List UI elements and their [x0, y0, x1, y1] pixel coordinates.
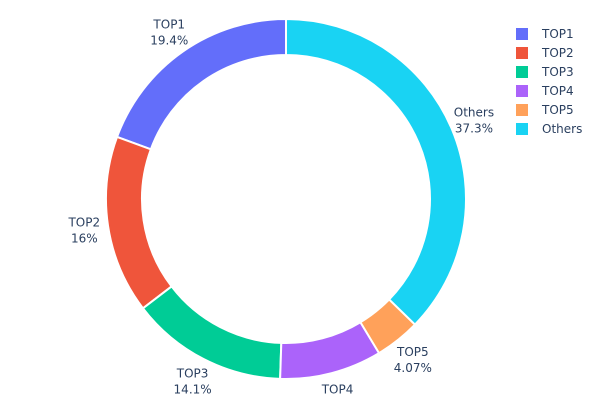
legend-label-top3[interactable]: TOP3 [541, 65, 574, 79]
slice-label-top5: TOP5 4.07% [394, 345, 432, 375]
slice-label-top3: TOP3 14.1% [174, 366, 212, 396]
slice-top2[interactable] [105, 135, 173, 310]
legend-label-top4[interactable]: TOP4 [541, 84, 574, 98]
legend-label-top1[interactable]: TOP1 [541, 27, 574, 41]
legend-label-top5[interactable]: TOP5 [541, 103, 574, 117]
legend-swatch-top3[interactable] [516, 66, 528, 78]
legend-swatch-top5[interactable] [516, 104, 528, 116]
slice-others[interactable] [285, 17, 467, 326]
legend-swatch-top4[interactable] [516, 85, 528, 97]
slice-label-top1: TOP1 19.4% [150, 18, 188, 48]
legend-swatch-others[interactable] [516, 123, 528, 135]
slice-label-top2: TOP2 16% [67, 216, 100, 246]
slice-label-top4: TOP49.17% [318, 382, 356, 400]
slice-top4[interactable] [279, 320, 381, 380]
slice-top1[interactable] [115, 17, 287, 151]
legend-label-top2[interactable]: TOP2 [541, 46, 574, 60]
slice-label-others: Others 37.3% [454, 106, 494, 136]
legend-swatch-top2[interactable] [516, 47, 528, 59]
slice-top3[interactable] [141, 285, 283, 380]
legend: TOP1 TOP2 TOP3 TOP4 TOP5 Others [516, 27, 582, 136]
legend-swatch-top1[interactable] [516, 28, 528, 40]
legend-label-others[interactable]: Others [542, 122, 582, 136]
slices [105, 17, 467, 380]
